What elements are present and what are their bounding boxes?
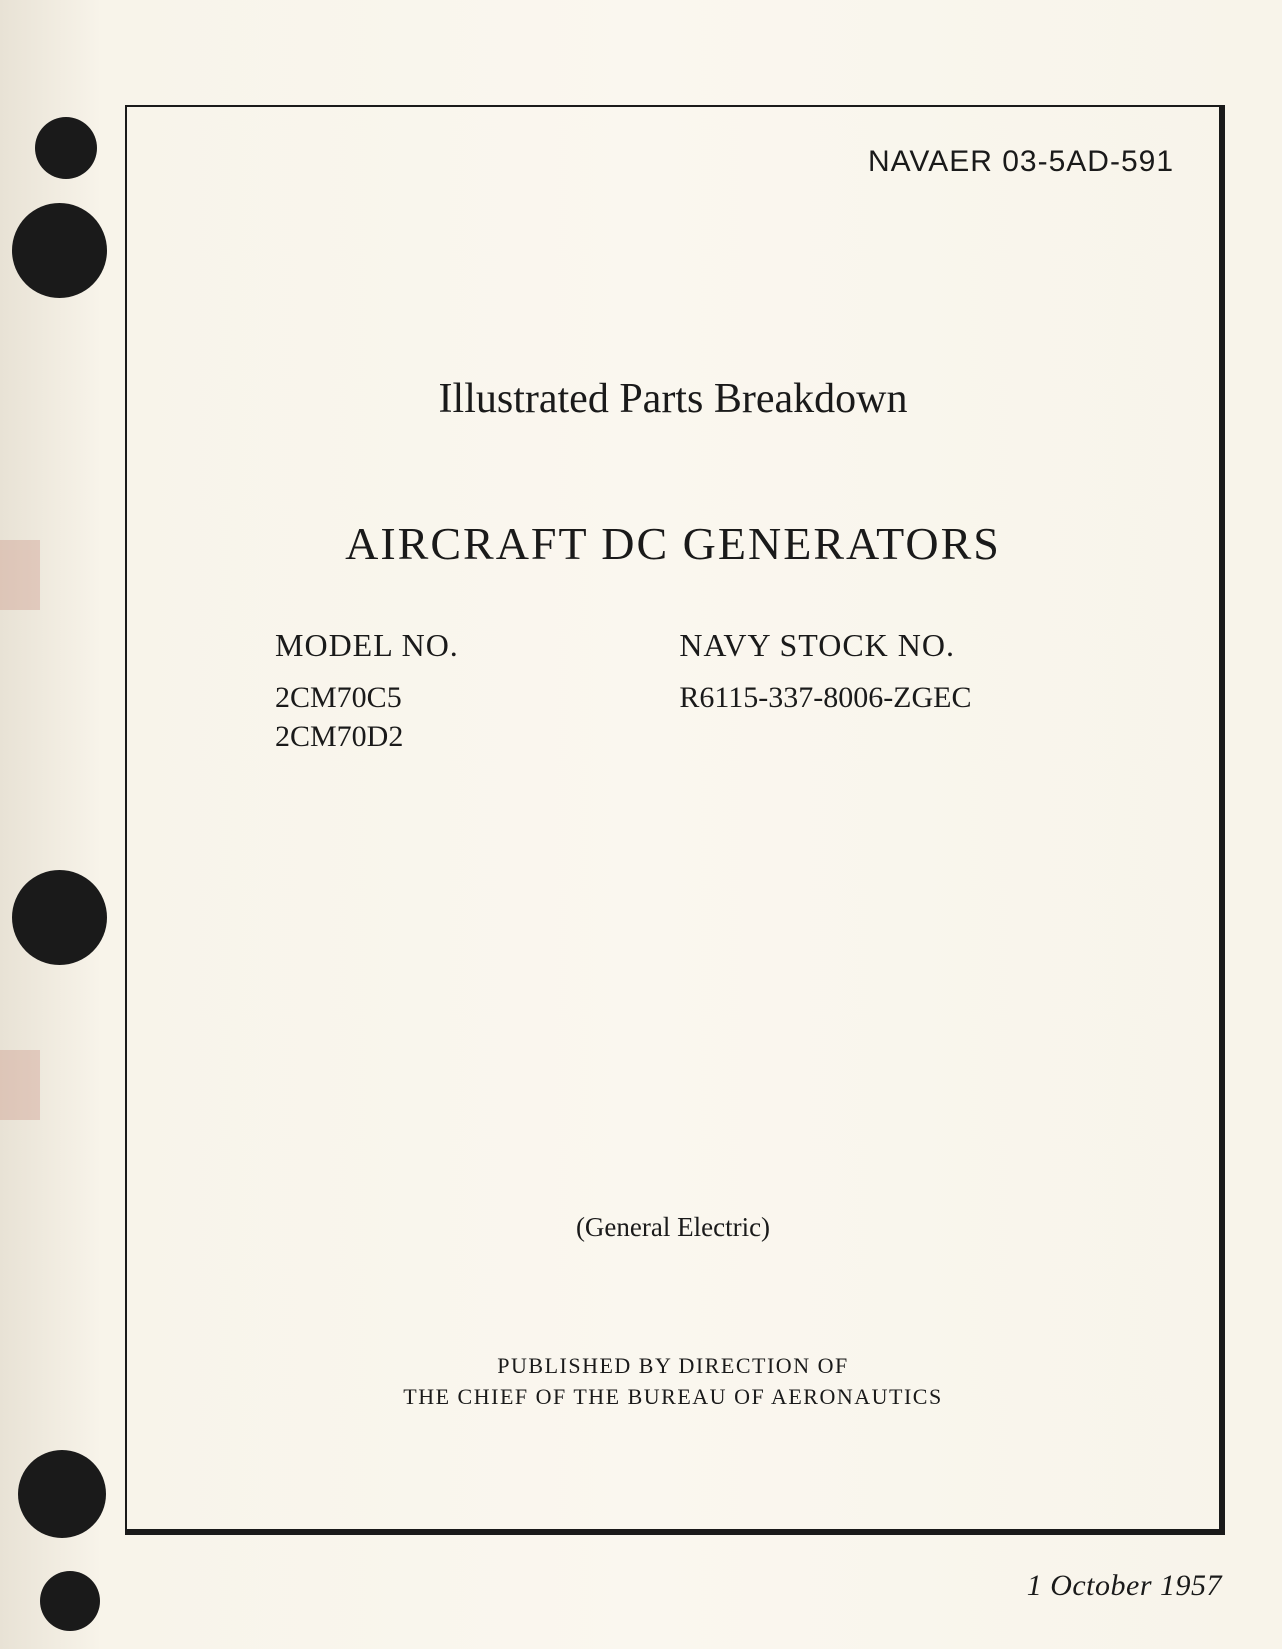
punch-hole: [12, 203, 107, 298]
title-subtitle: Illustrated Parts Breakdown: [127, 375, 1219, 423]
publication-date: 1 October 1957: [1027, 1569, 1222, 1603]
manufacturer-label: (General Electric): [127, 1212, 1219, 1243]
model-stock-columns: MODEL NO. 2CM70C5 2CM70D2 NAVY STOCK NO.…: [127, 627, 1219, 756]
model-item: 2CM70C5: [275, 678, 629, 717]
stock-item: R6115-337-8006-ZGEC: [679, 678, 1219, 717]
page-smudge: [0, 540, 40, 610]
title-main: AIRCRAFT DC GENERATORS: [127, 517, 1219, 570]
document-number: NAVAER 03-5AD-591: [868, 145, 1174, 179]
punch-hole: [35, 117, 97, 179]
page-smudge: [0, 1050, 40, 1120]
model-column: MODEL NO. 2CM70C5 2CM70D2: [127, 627, 629, 756]
stock-header: NAVY STOCK NO.: [679, 627, 1219, 664]
content-frame: NAVAER 03-5AD-591 Illustrated Parts Brea…: [125, 105, 1225, 1535]
stock-column: NAVY STOCK NO. R6115-337-8006-ZGEC: [629, 627, 1219, 756]
punch-hole: [18, 1450, 106, 1538]
punch-hole: [40, 1571, 100, 1631]
publisher-label: PUBLISHED BY DIRECTION OF THE CHIEF OF T…: [127, 1351, 1219, 1413]
publisher-line: THE CHIEF OF THE BUREAU OF AERONAUTICS: [403, 1384, 942, 1409]
publisher-line: PUBLISHED BY DIRECTION OF: [497, 1353, 848, 1378]
punch-hole: [12, 870, 107, 965]
model-header: MODEL NO.: [275, 627, 629, 664]
model-item: 2CM70D2: [275, 717, 629, 756]
document-page: NAVAER 03-5AD-591 Illustrated Parts Brea…: [0, 0, 1282, 1649]
